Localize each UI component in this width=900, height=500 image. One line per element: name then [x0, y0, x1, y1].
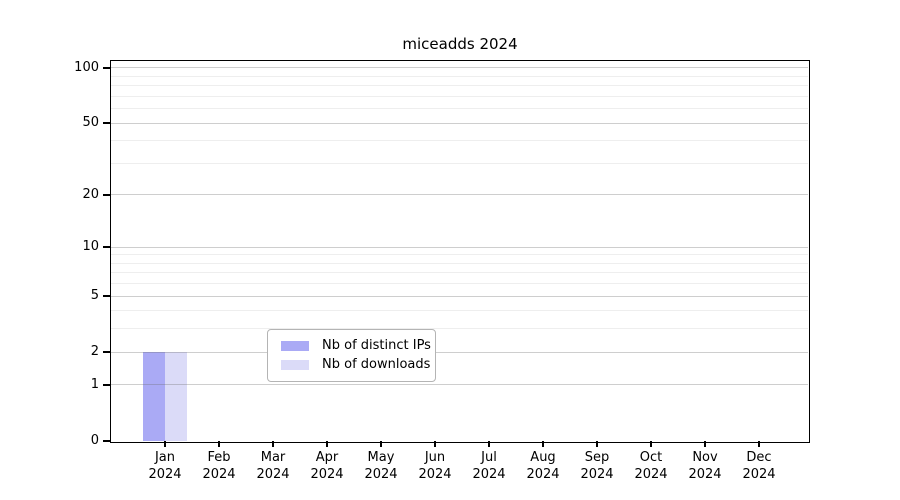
- x-axis-tick: [758, 441, 760, 447]
- legend-label: Nb of downloads: [322, 357, 431, 372]
- minor-gridline: [111, 162, 808, 164]
- x-axis-tick: [488, 441, 490, 447]
- x-axis-tick: [596, 441, 598, 447]
- y-axis-tick-label: 1: [90, 376, 99, 392]
- x-axis-tick-label: Sep 2024: [580, 450, 614, 482]
- x-axis-tick-label: Jan 2024: [148, 450, 182, 482]
- legend-swatch: [281, 340, 309, 351]
- minor-gridline: [111, 328, 808, 330]
- x-axis-tick-label: May 2024: [364, 450, 398, 482]
- minor-gridline: [111, 283, 808, 285]
- minor-gridline: [111, 140, 808, 142]
- minor-gridline: [111, 85, 808, 87]
- y-axis-tick: [103, 351, 110, 353]
- legend: Nb of distinct IPs Nb of downloads: [267, 329, 436, 382]
- x-axis-tick-label: Dec 2024: [742, 450, 776, 482]
- x-axis-tick-label: Feb 2024: [202, 450, 236, 482]
- major-gridline: [111, 194, 808, 196]
- legend-entry: Nb of distinct IPs: [268, 336, 435, 355]
- minor-gridline: [111, 95, 808, 97]
- x-axis-tick: [380, 441, 382, 447]
- legend-label: Nb of distinct IPs: [322, 338, 431, 353]
- plot-area: 0 1 2 5 10 20 50 100 Jan 2024 Feb 2024 Mar 2024 Apr…: [74, 60, 810, 482]
- y-axis-tick-label: 2: [90, 344, 99, 360]
- x-axis-tick: [704, 441, 706, 447]
- y-axis-tick-label: 100: [74, 60, 99, 75]
- bar-downloads: [165, 352, 187, 441]
- y-axis-tick: [103, 295, 110, 297]
- minor-gridline: [111, 108, 808, 110]
- major-gridline: [111, 384, 808, 386]
- y-axis-tick: [103, 67, 110, 69]
- bar-distinct-ips: [143, 352, 165, 441]
- y-axis-tick-label: 10: [82, 239, 99, 255]
- minor-gridline: [111, 75, 808, 77]
- minor-gridline: [111, 254, 808, 256]
- major-gridline: [111, 122, 808, 124]
- y-axis-tick-label: 20: [82, 186, 99, 202]
- y-axis-tick: [103, 246, 110, 248]
- y-axis-tick-label: 0: [90, 433, 99, 448]
- minor-gridline: [111, 272, 808, 274]
- y-axis-tick-label: 50: [82, 115, 99, 131]
- x-axis-tick: [272, 441, 274, 447]
- major-gridline: [111, 246, 808, 248]
- x-axis-tick: [650, 441, 652, 447]
- legend-entry: Nb of downloads: [268, 355, 435, 374]
- x-axis-tick-label: Jul 2024: [472, 450, 506, 482]
- x-axis-tick: [326, 441, 328, 447]
- x-axis-tick: [164, 441, 166, 447]
- x-axis-tick: [434, 441, 436, 447]
- y-axis-tick: [103, 194, 110, 196]
- major-gridline: [111, 295, 808, 297]
- x-axis-tick: [218, 441, 220, 447]
- x-axis-tick-label: Aug 2024: [526, 450, 560, 482]
- major-gridline: [111, 67, 808, 69]
- legend-swatch: [281, 359, 309, 370]
- y-axis-tick: [103, 384, 110, 386]
- x-axis-tick-label: Apr 2024: [310, 450, 344, 482]
- chart-title: miceadds 2024: [402, 35, 518, 53]
- y-axis-tick: [103, 122, 110, 124]
- x-axis-tick-label: Nov 2024: [688, 450, 722, 482]
- y-axis-tick: [103, 440, 110, 442]
- x-axis-tick-label: Jun 2024: [418, 450, 452, 482]
- x-axis-tick: [542, 441, 544, 447]
- minor-gridline: [111, 262, 808, 264]
- major-gridline: [111, 351, 808, 353]
- x-axis-tick-label: Mar 2024: [256, 450, 290, 482]
- y-axis-tick-label: 5: [90, 288, 99, 304]
- x-axis-tick-label: Oct 2024: [634, 450, 668, 482]
- minor-gridline: [111, 310, 808, 312]
